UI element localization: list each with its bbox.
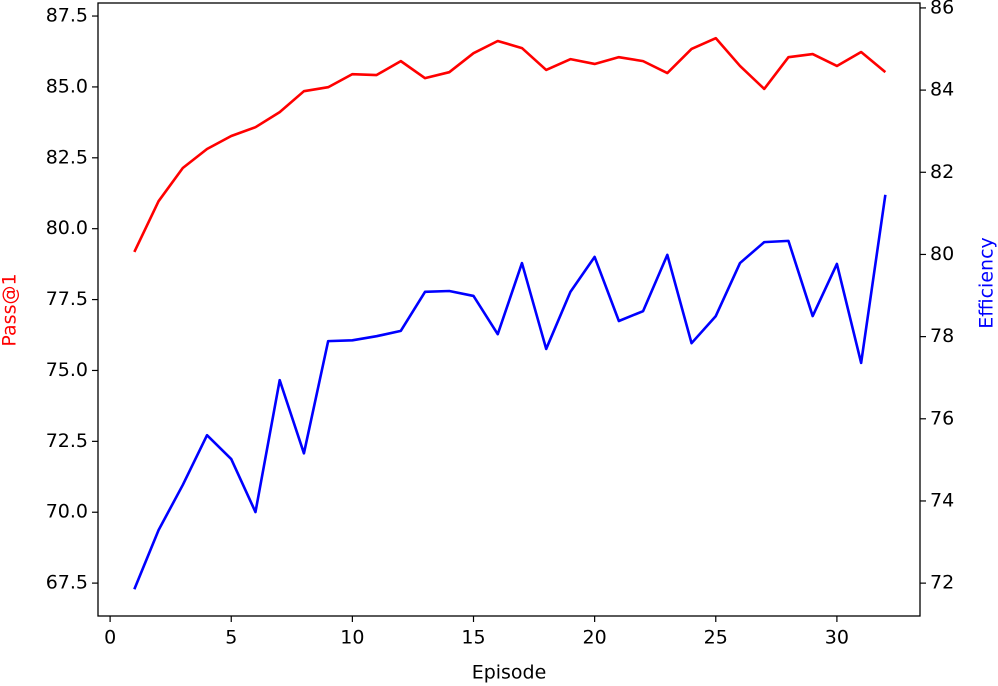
y-tick-label: 82.5: [46, 146, 88, 168]
x-tick-label: 25: [704, 627, 728, 649]
plot-frame: [97, 2, 921, 617]
y2-tick-label: 74: [930, 489, 954, 511]
y-tick-label: 67.5: [46, 572, 88, 594]
x-tick-label: 0: [104, 627, 116, 649]
y2-tick-label: 80: [930, 243, 954, 265]
y2-tick-label: 78: [930, 325, 954, 347]
y2-tick-label: 72: [930, 572, 954, 594]
y-tick-label: 77.5: [46, 288, 88, 310]
y-tick-label: 72.5: [46, 430, 88, 452]
x-tick-label: 10: [340, 627, 364, 649]
y2-tick-label: 76: [930, 407, 954, 429]
y-tick-label: 70.0: [46, 501, 88, 523]
y-tick-label: 85.0: [46, 75, 88, 97]
y-axis-label: Pass@1: [0, 273, 21, 346]
x-axis-label: Episode: [472, 662, 547, 684]
y2-tick-label: 86: [930, 0, 954, 18]
y-tick-label: 80.0: [46, 217, 88, 239]
data-line: [133, 194, 887, 590]
y2-tick-label: 82: [930, 161, 954, 183]
x-tick-label: 30: [825, 627, 849, 649]
x-tick-label: 15: [461, 627, 485, 649]
y2-axis-label: Efficiency: [976, 237, 998, 329]
y-tick-label: 75.0: [46, 359, 88, 381]
y2-tick-label: 84: [930, 79, 954, 101]
x-tick-label: 5: [225, 627, 237, 649]
y-tick-label: 87.5: [46, 5, 88, 27]
x-tick-label: 20: [583, 627, 607, 649]
data-line: [133, 36, 887, 253]
